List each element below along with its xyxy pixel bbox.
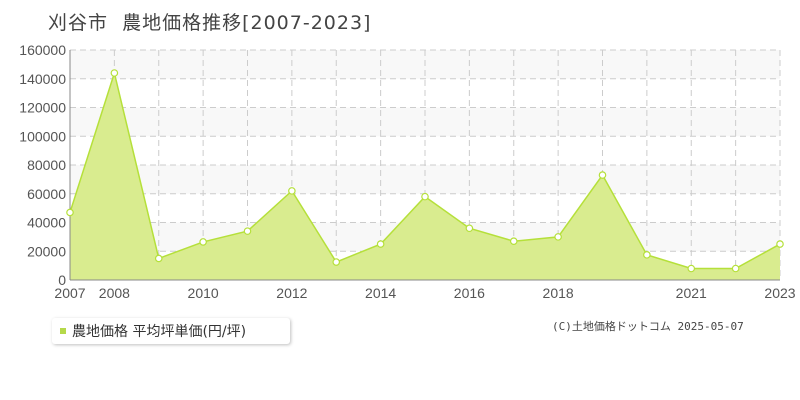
data-point [643, 251, 651, 259]
x-tick-label: 2016 [454, 285, 485, 301]
legend-swatch [60, 328, 66, 334]
x-tick-label: 2023 [764, 285, 795, 301]
x-tick-label: 2014 [365, 285, 396, 301]
y-tick-label: 20000 [27, 243, 66, 259]
data-point [598, 171, 607, 179]
x-tick-labels: 2007 2008 2010 2012 2014 2016 2018 2021 2023 [54, 285, 795, 301]
x-tick-label: 2010 [188, 285, 219, 301]
data-point [66, 208, 74, 217]
data-point [376, 240, 385, 248]
data-point [154, 254, 163, 263]
data-point [509, 237, 518, 245]
data-point [243, 227, 252, 235]
data-point [110, 69, 119, 77]
y-tick-labels: 0 20000 40000 60000 80000 100000 120000 140000 1… [19, 42, 66, 288]
y-tick-label: 80000 [27, 157, 66, 173]
chart-title: 刈谷市 農地価格推移[2007-2023] [48, 12, 372, 34]
legend-label: 農地価格 平均坪単価(円/坪) [72, 324, 247, 340]
data-point [465, 224, 474, 233]
data-point [554, 233, 562, 241]
data-point [731, 264, 740, 273]
data-points [66, 69, 784, 273]
y-tick-label: 0 [58, 272, 66, 288]
x-tick-label: 2021 [676, 285, 707, 301]
axes [69, 50, 780, 281]
data-point [288, 187, 296, 195]
legend: 農地価格 平均坪単価(円/坪) [52, 318, 290, 344]
data-point [199, 238, 207, 246]
y-tick-label: 40000 [27, 215, 66, 231]
x-tick-label: 2007 [54, 285, 85, 301]
x-tick-label: 2018 [543, 285, 574, 301]
band [70, 165, 780, 194]
y-tick-label: 120000 [19, 100, 66, 116]
data-point [687, 264, 696, 273]
data-point [776, 240, 784, 248]
y-tick-label: 160000 [19, 42, 66, 58]
y-tick-label: 60000 [27, 186, 66, 202]
x-tick-label: 2012 [276, 285, 307, 301]
data-point [421, 192, 429, 201]
x-tick-label: 2008 [99, 285, 130, 301]
y-tick-label: 100000 [19, 128, 66, 144]
copyright-text: (C)土地価格ドットコム 2025-05-07 [552, 320, 744, 333]
y-tick-label: 140000 [19, 71, 66, 87]
series-area [70, 73, 780, 280]
data-point [332, 258, 341, 266]
